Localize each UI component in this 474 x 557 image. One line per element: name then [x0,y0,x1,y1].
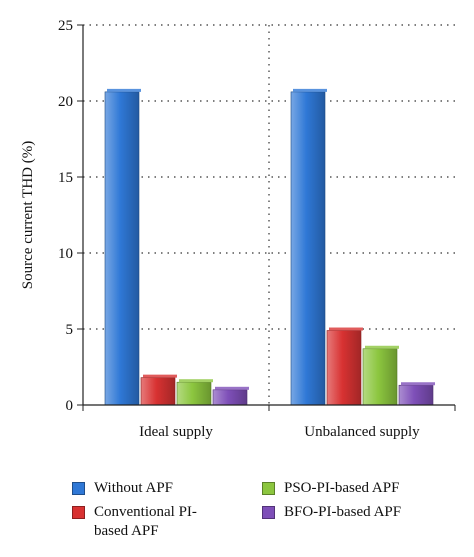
y-tick-label: 5 [66,322,74,338]
bars [104,88,435,406]
bar-top-0-1 [143,374,177,378]
y-axis-title: Source current THD (%) [20,141,36,289]
grid [83,24,455,405]
bar-top-1-2 [365,345,399,349]
x-tick-label: Unbalanced supply [304,424,420,440]
bar-1-0 [290,91,326,406]
bar-1-2 [362,348,398,406]
y-tick-label: 0 [66,398,74,414]
bar-top-0-3 [215,386,249,390]
x-tick-label: Ideal supply [139,424,213,440]
bar-top-0-2 [179,379,213,383]
bar-top-1-1 [329,327,363,331]
y-tick-label: 10 [58,246,73,262]
bar-1-3 [398,384,434,406]
bar-1-1 [326,330,362,406]
tick-labels: 0 5 10 15 20 25 Ideal supply Unbalanced supply [58,18,420,440]
bar-0-2 [176,381,212,406]
y-tick-label: 25 [58,18,73,34]
y-tick-label: 15 [58,170,73,186]
bar-top-1-0 [293,88,327,92]
bar-top-0-0 [107,88,141,92]
bar-top-1-3 [401,382,435,386]
axes [77,24,456,411]
bar-0-3 [212,389,248,406]
y-tick-label: 20 [58,94,73,110]
bar-0-0 [104,91,140,406]
bar-0-1 [140,377,176,406]
